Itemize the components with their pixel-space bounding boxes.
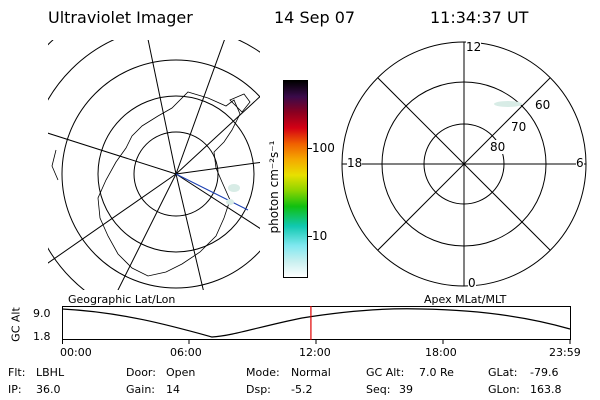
instrument-title: Ultraviolet Imager [48,8,193,27]
mlat-label-80: 80 [490,140,506,154]
colorbar [283,80,308,278]
timeline-xtick-2359: 23:59 [549,346,581,359]
status-gcalt-value: 7.0 Re [419,366,454,379]
status-glon-key: GLon: [488,383,520,396]
time-label: 11:34:37 UT [430,8,529,27]
status-glat-key: GLat: [488,366,518,379]
timeline-ytick-bottom: 1.8 [33,330,51,343]
status-mode-key: Mode: [246,366,280,379]
mlt-label-6: 6 [576,156,584,170]
status-gain-key: Gain: [126,383,155,396]
timeline-xtick-0600: 06:00 [170,346,202,359]
timeline-xtick-1800: 18:00 [425,346,457,359]
timeline-ytick-top: 9.0 [33,307,51,320]
status-flt-value: LBHL [36,366,65,379]
status-door-key: Door: [126,366,156,379]
status-dsp-key: Dsp: [246,383,271,396]
apex-panel-label: Apex MLat/MLT [424,293,507,306]
timeline-ylabel: GC Alt [9,307,23,342]
mlat-label-70: 70 [511,120,527,134]
colorbar-tickmark [308,236,312,237]
mlt-label-0: 0 [468,276,476,290]
status-seq-key: Seq: [366,383,391,396]
status-dsp-value: -5.2 [291,383,313,396]
status-gcalt-key: GC Alt: [366,366,405,379]
status-flt-key: Flt: [8,366,26,379]
geographic-map [48,40,260,290]
timeline-xtick-1200: 12:00 [299,346,331,359]
colorbar-tick-10: 10 [312,229,328,243]
mlat-label-60: 60 [535,98,551,112]
status-door-value: Open [166,366,196,379]
date-label: 14 Sep 07 [274,8,356,27]
status-ip-value: 36.0 [36,383,61,396]
status-glon-value: 163.8 [530,383,562,396]
status-seq-value: 39 [399,383,413,396]
colorbar-tickmark [308,148,312,149]
mlt-label-12: 12 [466,40,482,54]
polar-plot [341,41,587,287]
geographic-panel-label: Geographic Lat/Lon [68,293,176,306]
timeline-plot [62,306,571,344]
status-glat-value: -79.6 [530,366,559,379]
status-mode-value: Normal [291,366,331,379]
timeline-xtick-0000: 00:00 [60,346,92,359]
colorbar-tick-100: 100 [312,141,335,155]
status-gain-value: 14 [166,383,180,396]
status-ip-key: IP: [8,383,22,396]
colorbar-label: photon cm⁻²s⁻¹ [267,140,281,234]
mlt-label-18: 18 [347,156,363,170]
